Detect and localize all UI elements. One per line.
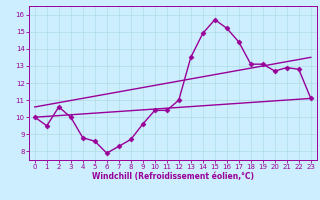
X-axis label: Windchill (Refroidissement éolien,°C): Windchill (Refroidissement éolien,°C) xyxy=(92,172,254,181)
